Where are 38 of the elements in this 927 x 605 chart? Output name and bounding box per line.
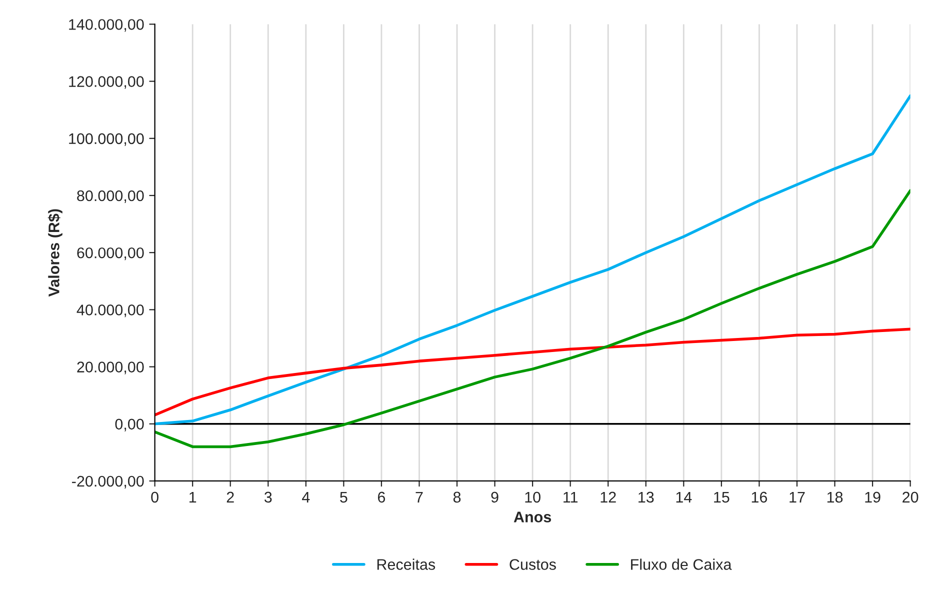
x-tick-label: 2 xyxy=(226,492,234,502)
x-axis-title: Anos xyxy=(514,512,552,522)
x-tick-label: 7 xyxy=(416,492,423,502)
x-tick-label: 6 xyxy=(378,492,386,503)
y-tick-label: 80.000,00 xyxy=(77,190,144,203)
x-tick-label: 1 xyxy=(190,492,196,502)
y-tick-label: 60.000,00 xyxy=(77,247,144,260)
x-tick-label: 20 xyxy=(902,492,918,503)
legend-label: Receitas xyxy=(377,558,436,570)
y-tick-label: 120.000,00 xyxy=(69,76,144,89)
x-tick-label: 5 xyxy=(340,492,348,503)
y-tick-label: 20.000,00 xyxy=(77,362,144,374)
y-tick-label: 100.000,00 xyxy=(69,133,144,146)
x-tick-label: 9 xyxy=(491,492,498,503)
y-tick-label: 40.000,00 xyxy=(76,304,144,318)
x-tick-label: 4 xyxy=(302,492,310,502)
x-tick-label: 3 xyxy=(264,492,272,503)
line-series xyxy=(154,328,910,416)
x-tick-label: 12 xyxy=(600,492,616,502)
x-tick-label: 14 xyxy=(676,492,692,502)
legend-label: Custos xyxy=(510,559,556,570)
x-tick-label: 18 xyxy=(827,492,843,503)
line-series xyxy=(154,94,910,426)
x-tick-label: 19 xyxy=(865,492,880,503)
y-tick-label: -20.000,00 xyxy=(72,476,144,488)
x-tick-label: 8 xyxy=(453,492,461,503)
x-tick-label: 0 xyxy=(151,492,158,503)
y-tick-label: 140.000,00 xyxy=(69,19,144,32)
x-tick-label: 13 xyxy=(638,492,654,503)
line-series xyxy=(154,189,910,448)
x-tick-label: 17 xyxy=(790,492,805,502)
y-axis-title: Valores (R$) xyxy=(48,209,62,297)
x-tick-label: 11 xyxy=(564,492,578,502)
x-tick-label: 15 xyxy=(714,492,730,503)
x-tick-label: 10 xyxy=(525,492,540,503)
x-tick-label: 16 xyxy=(752,492,768,503)
legend-label: Fluxo de Caixa xyxy=(631,558,732,570)
y-tick-label: 0,00 xyxy=(115,418,144,432)
